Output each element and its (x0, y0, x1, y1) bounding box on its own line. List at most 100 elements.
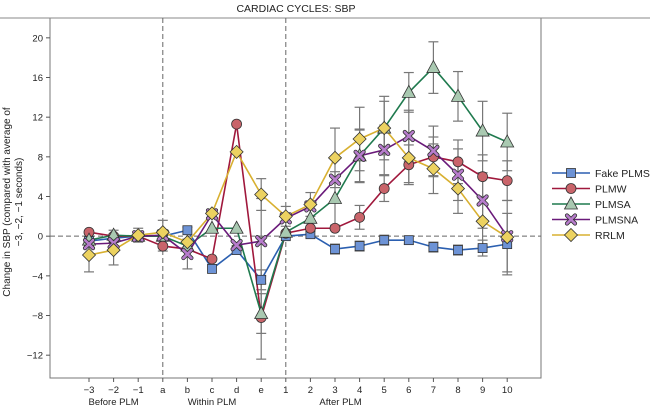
x-tick-label: 8 (455, 385, 460, 396)
data-point-plmsa (254, 305, 269, 319)
data-point-plmsa (475, 123, 490, 137)
legend-label: PLMSA (595, 199, 631, 211)
legend: Fake PLMS PLMW PLMSA PLMSNA RRLM (552, 168, 650, 243)
data-point-fake-plms (354, 241, 365, 251)
x-tick-label: c (210, 385, 215, 396)
y-tick-label: 4 (38, 192, 43, 203)
legend-item-plmw: PLMW (552, 183, 627, 196)
data-point-rrlm (450, 181, 466, 196)
legend-item-plmsa: PLMSA (552, 196, 631, 211)
x-tick-label: 7 (431, 385, 436, 396)
data-point-rrlm (352, 131, 367, 147)
data-point-rrlm (426, 161, 441, 176)
data-point-plmsna (328, 173, 342, 186)
data-point-rrlm (81, 247, 97, 263)
plot-frame (49, 17, 542, 379)
series-line-fake-plms (88, 229, 508, 282)
series-line-plmsa (88, 66, 508, 317)
data-point-rrlm (155, 225, 170, 240)
marker-fill (565, 214, 577, 225)
data-point-plmsa (303, 210, 318, 224)
data-point-plmsna (181, 247, 194, 261)
data-point-plmw (329, 222, 341, 234)
legend-marker (563, 227, 579, 243)
marker-fill (477, 195, 488, 206)
y-axis-label-line-2: −3, −2, −1 seconds) (14, 158, 25, 247)
x-group-label: Before PLM (89, 397, 139, 408)
y-tick-label: −8 (32, 311, 43, 322)
marker-fill (378, 144, 390, 156)
data-point-fake-plms (379, 235, 390, 246)
x-tick-label: −2 (108, 385, 119, 396)
legend-label: RRLM (595, 230, 625, 242)
data-point-plmw (354, 211, 366, 223)
y-tick-label: 12 (32, 113, 43, 124)
marker-fill (428, 145, 439, 157)
data-point-plmw (452, 156, 464, 168)
data-point-rrlm (131, 228, 146, 243)
data-point-rrlm (254, 187, 269, 202)
data-point-rrlm (401, 150, 416, 165)
x-tick-label: −3 (84, 385, 95, 396)
legend-label: Fake PLMS (595, 168, 650, 180)
data-point-plmw (231, 118, 243, 130)
data-point-fake-plms (428, 242, 439, 252)
data-point-plmw (477, 171, 489, 183)
legend-marker (563, 196, 579, 210)
y-axis-label: Change in SBP (compared with average of … (2, 107, 25, 297)
marker-fill (231, 239, 242, 251)
data-point-plmsna (82, 238, 96, 251)
data-point-fake-plms (182, 225, 193, 236)
data-point-rrlm (106, 243, 121, 258)
y-tick-label: −4 (32, 271, 43, 282)
legend-marker (564, 213, 578, 226)
data-point-plmsa (204, 220, 220, 234)
y-tick-label: −12 (27, 351, 43, 362)
data-point-plmsa (327, 190, 343, 204)
data-point-plmw (206, 253, 218, 265)
data-point-rrlm (278, 209, 293, 224)
data-point-fake-plms (256, 274, 267, 285)
data-point-plmsa (401, 84, 416, 98)
x-tick-label: 2 (308, 385, 313, 396)
x-tick-label: d (234, 385, 239, 396)
data-point-plmsa (450, 88, 466, 102)
data-point-fake-plms (477, 243, 488, 253)
data-point-rrlm (475, 214, 490, 229)
data-point-plmsna (451, 168, 465, 181)
y-tick-label: 20 (32, 33, 43, 44)
x-tick-label: 3 (332, 385, 337, 396)
data-point-fake-plms (330, 244, 340, 254)
data-point-plmsna (476, 194, 489, 207)
x-tick-label: a (160, 385, 166, 396)
series-line-plmw (88, 123, 508, 318)
data-point-plmw (304, 222, 316, 234)
data-point-rrlm (229, 144, 244, 159)
data-point-plmsna (353, 149, 366, 162)
data-point-fake-plms (207, 264, 217, 274)
y-tick-label: 0 (38, 232, 43, 243)
legend-label: PLMW (595, 184, 627, 196)
legend-item-fake-plms: Fake PLMS (552, 168, 650, 180)
x-group-label: After PLM (319, 397, 361, 408)
data-point-plmsa (500, 134, 515, 148)
data-point-rrlm (327, 150, 343, 165)
data-point-rrlm (500, 230, 515, 245)
marker-fill (354, 150, 365, 162)
marker-fill (255, 235, 267, 247)
data-point-rrlm (377, 121, 392, 136)
legend-marker (565, 183, 577, 194)
data-point-plmsna (255, 235, 268, 248)
chart-title: CARDIAC CYCLES: SBP (236, 3, 355, 15)
y-tick-label: 16 (32, 73, 43, 84)
marker-fill (83, 238, 95, 250)
marker-fill (403, 130, 415, 142)
x-tick-label: e (259, 385, 264, 396)
legend-item-plmsna: PLMSNA (552, 213, 638, 227)
data-point-plmsna (402, 129, 415, 143)
x-tick-label: 1 (283, 385, 288, 396)
y-tick-label: 8 (38, 152, 43, 163)
data-point-plmsa (229, 220, 244, 234)
